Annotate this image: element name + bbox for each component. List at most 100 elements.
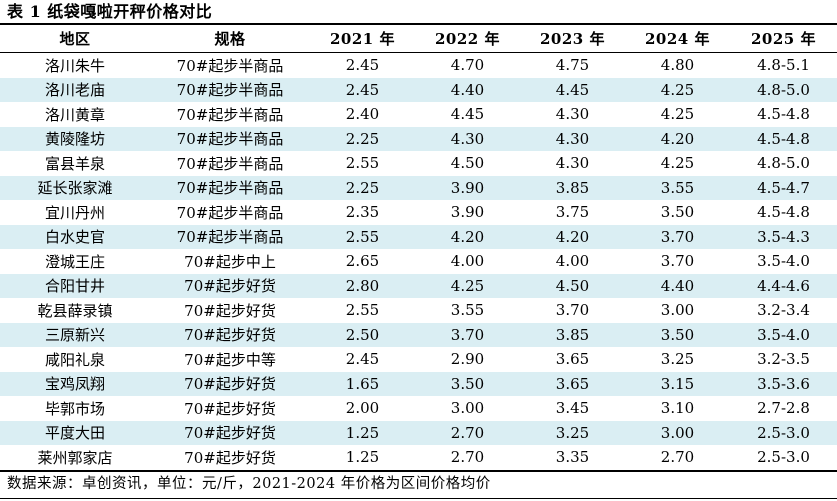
price-2024-cell: 4.80: [660, 56, 695, 75]
price-2023-cell: 4.30: [555, 129, 590, 148]
price-2021-cell: 2.40: [345, 105, 380, 124]
price-2021-cell: 1.65: [345, 374, 380, 393]
table-row: 澄城王庄 70#起步中上 2.65 4.00 4.00 3.70 3.5-4.0: [0, 249, 837, 274]
price-2025-cell: 2.5-3.0: [757, 423, 810, 442]
price-2022-cell: 3.90: [450, 178, 485, 197]
table-row: 宜川丹州 70#起步半商品 2.35 3.90 3.75 3.50 4.5-4.8: [0, 200, 837, 225]
table-row: 白水史官 70#起步半商品 2.55 4.20 4.20 3.70 3.5-4.3: [0, 224, 837, 249]
table-row: 莱州郭家店 70#起步好货 1.25 2.70 3.35 2.70 2.5-3.0: [0, 445, 837, 470]
price-2024-cell: 3.10: [660, 399, 695, 418]
spec-cell: 70#起步好货: [184, 277, 276, 296]
price-2021-cell: 2.45: [345, 56, 380, 75]
spec-cell: 70#起步好货: [184, 301, 276, 320]
price-2022-cell: 4.00: [450, 252, 485, 271]
price-2022-cell: 4.30: [450, 129, 485, 148]
price-2021-cell: 2.35: [345, 203, 380, 222]
table-row: 咸阳礼泉 70#起步中等 2.45 2.90 3.65 3.25 3.2-3.5: [0, 347, 837, 372]
price-2022-cell: 4.70: [450, 56, 485, 75]
table-row: 毕郭市场 70#起步好货 2.00 3.00 3.45 3.10 2.7-2.8: [0, 396, 837, 421]
price-2025-cell: 4.8-5.0: [757, 154, 810, 173]
spec-cell: 70#起步好货: [184, 399, 276, 418]
price-2021-cell: 2.55: [345, 301, 380, 320]
price-2021-cell: 2.50: [345, 325, 380, 344]
price-2022-cell: 4.25: [450, 276, 485, 295]
region-cell: 白水史官: [44, 228, 105, 247]
col-header-2025: 2025 年: [730, 24, 837, 53]
spec-cell: 70#起步半商品: [176, 228, 284, 247]
table-row: 延长张家滩 70#起步半商品 2.25 3.90 3.85 3.55 4.5-4.7: [0, 175, 837, 200]
price-2024-cell: 4.25: [660, 105, 695, 124]
price-2025-cell: 2.7-2.8: [757, 399, 810, 418]
price-2023-cell: 4.50: [555, 276, 590, 295]
price-2025-cell: 3.5-4.3: [757, 227, 810, 246]
price-2024-cell: 3.25: [660, 350, 695, 369]
price-2021-cell: 2.25: [345, 178, 380, 197]
price-2023-cell: 4.30: [555, 105, 590, 124]
price-2025-cell: 4.5-4.8: [757, 129, 810, 148]
price-2025-cell: 4.8-5.0: [757, 80, 810, 99]
price-2025-cell: 3.2-3.4: [757, 301, 810, 320]
price-2024-cell: 4.40: [660, 276, 695, 295]
table-title: 表 1 纸袋嘎啦开秤价格对比: [7, 2, 213, 21]
price-2022-cell: 4.40: [450, 80, 485, 99]
price-2021-cell: 2.45: [345, 80, 380, 99]
price-2022-cell: 4.50: [450, 154, 485, 173]
col-header-region: 地区: [0, 24, 150, 53]
price-2024-cell: 4.25: [660, 154, 695, 173]
source-note: 数据来源：卓创资讯，单位：元/斤，2021-2024 年价格为区间价格均价: [0, 469, 837, 499]
spec-cell: 70#起步半商品: [176, 179, 284, 198]
region-cell: 富县羊泉: [44, 154, 105, 173]
col-header-2021: 2021 年: [310, 24, 415, 53]
table-row: 富县羊泉 70#起步半商品 2.55 4.50 4.30 4.25 4.8-5.0: [0, 151, 837, 176]
price-2022-cell: 3.00: [450, 399, 485, 418]
price-2024-cell: 3.15: [660, 374, 695, 393]
price-2023-cell: 4.45: [555, 80, 590, 99]
price-2023-cell: 3.25: [555, 423, 590, 442]
price-2025-cell: 4.5-4.7: [757, 178, 810, 197]
table-row: 三原新兴 70#起步好货 2.50 3.70 3.85 3.50 3.5-4.0: [0, 322, 837, 347]
region-cell: 平度大田: [44, 424, 105, 443]
table-row: 洛川老庙 70#起步半商品 2.45 4.40 4.45 4.25 4.8-5.0: [0, 77, 837, 102]
price-2023-cell: 3.65: [555, 350, 590, 369]
price-2025-cell: 3.2-3.5: [757, 350, 810, 369]
price-2021-cell: 2.00: [345, 399, 380, 418]
table-row: 洛川朱牛 70#起步半商品 2.45 4.70 4.75 4.80 4.8-5.1: [0, 53, 837, 78]
price-2024-cell: 3.50: [660, 203, 695, 222]
col-header-2023: 2023 年: [520, 24, 625, 53]
region-cell: 咸阳礼泉: [44, 350, 105, 369]
table-body: 洛川朱牛 70#起步半商品 2.45 4.70 4.75 4.80 4.8-5.1 洛川老庙 7…: [0, 53, 837, 470]
table-row: 乾县薛录镇 70#起步好货 2.55 3.55 3.70 3.00 3.2-3.4: [0, 298, 837, 323]
table-row: 平度大田 70#起步好货 1.25 2.70 3.25 3.00 2.5-3.0: [0, 420, 837, 445]
price-2025-cell: 4.5-4.8: [757, 105, 810, 124]
price-2022-cell: 3.70: [450, 325, 485, 344]
spec-cell: 70#起步半商品: [176, 81, 284, 100]
price-2024-cell: 3.00: [660, 301, 695, 320]
spec-cell: 70#起步好货: [184, 375, 276, 394]
price-2022-cell: 2.90: [450, 350, 485, 369]
price-2023-cell: 3.65: [555, 374, 590, 393]
table-row: 黄陵隆坊 70#起步半商品 2.25 4.30 4.30 4.20 4.5-4.8: [0, 126, 837, 151]
price-2021-cell: 2.45: [345, 350, 380, 369]
price-2022-cell: 2.70: [450, 423, 485, 442]
price-2024-cell: 4.20: [660, 129, 695, 148]
price-2021-cell: 2.55: [345, 227, 380, 246]
table-row: 洛川黄章 70#起步半商品 2.40 4.45 4.30 4.25 4.5-4.8: [0, 102, 837, 127]
price-2023-cell: 4.30: [555, 154, 590, 173]
price-2021-cell: 1.25: [345, 423, 380, 442]
price-2024-cell: 3.70: [660, 227, 695, 246]
region-cell: 澄城王庄: [44, 252, 105, 271]
price-2024-cell: 4.25: [660, 80, 695, 99]
price-2022-cell: 4.20: [450, 227, 485, 246]
region-cell: 宜川丹州: [44, 203, 105, 222]
col-header-spec: 规格: [150, 24, 310, 53]
price-2024-cell: 3.70: [660, 252, 695, 271]
price-2023-cell: 3.85: [555, 325, 590, 344]
region-cell: 毕郭市场: [44, 399, 105, 418]
price-2024-cell: 3.55: [660, 178, 695, 197]
col-header-2024: 2024 年: [625, 24, 730, 53]
spec-cell: 70#起步半商品: [176, 56, 284, 75]
price-2023-cell: 3.85: [555, 178, 590, 197]
spec-cell: 70#起步半商品: [176, 203, 284, 222]
price-2023-cell: 4.75: [555, 56, 590, 75]
